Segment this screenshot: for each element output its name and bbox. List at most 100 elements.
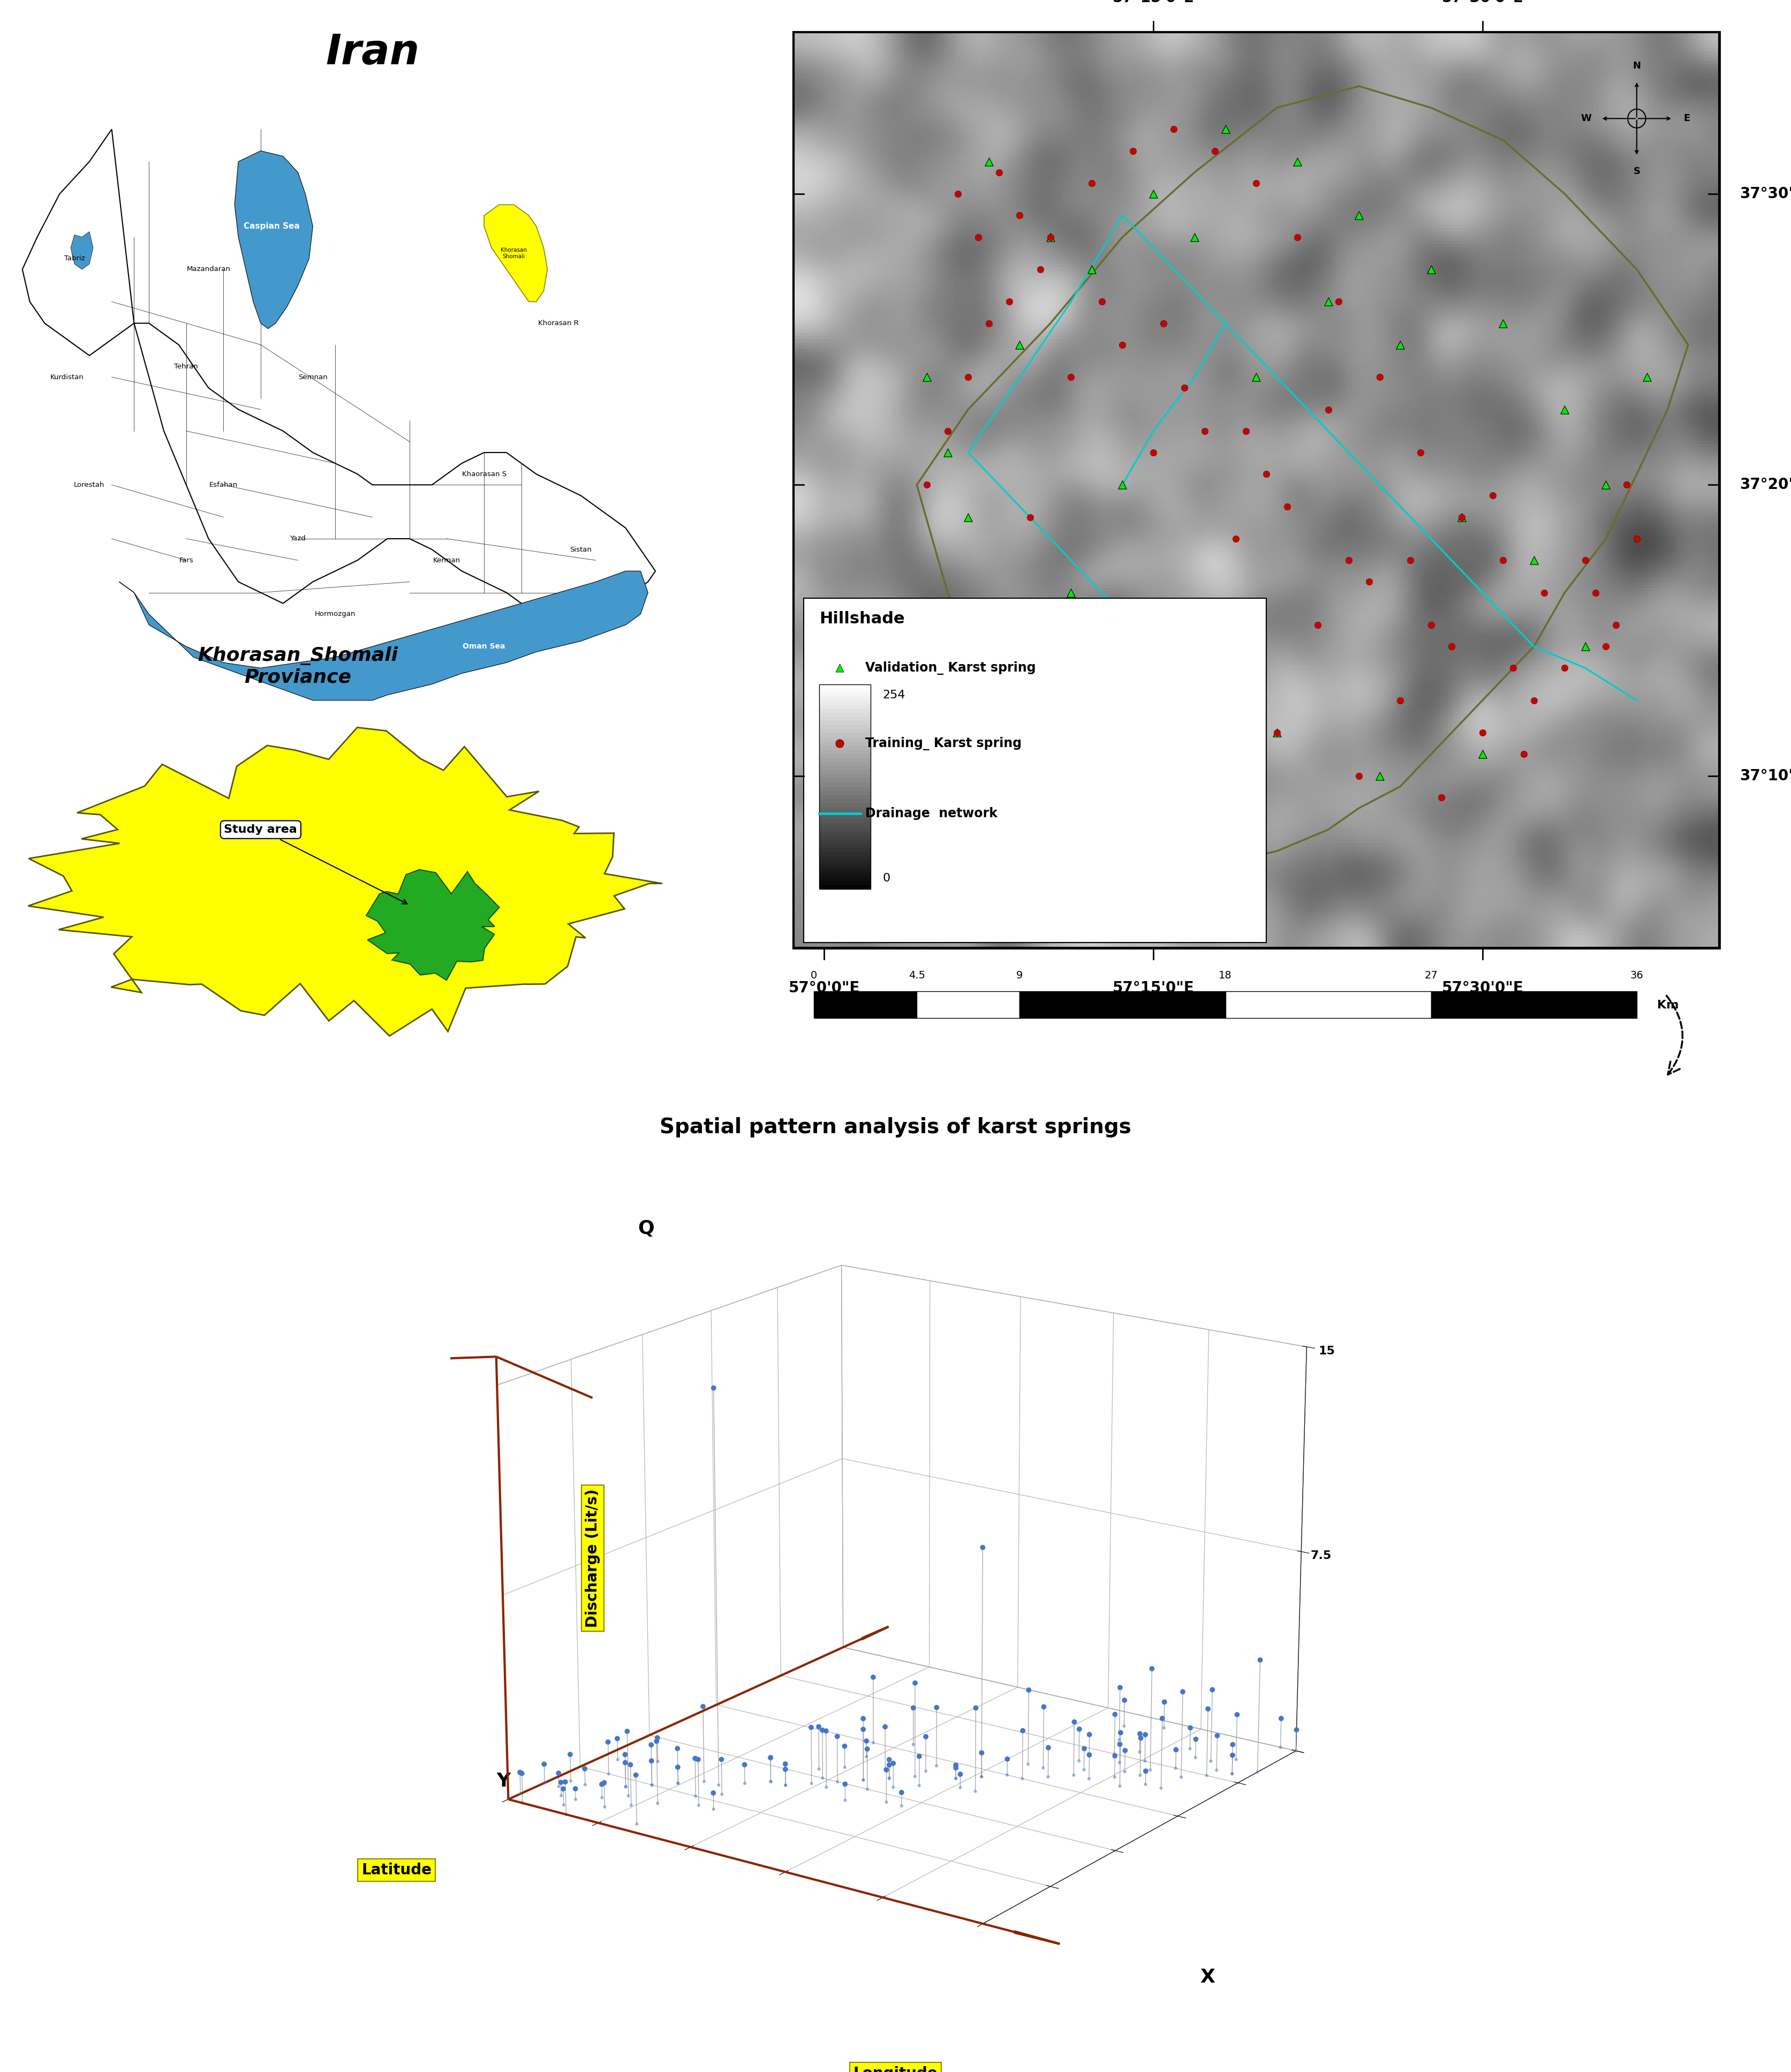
Polygon shape: [21, 128, 656, 613]
Point: [1530, 576, 1558, 609]
Point: [1478, 479, 1506, 512]
Text: Km: Km: [1657, 1001, 1678, 1011]
Text: Caspian Sea: Caspian Sea: [244, 222, 299, 230]
Text: Sistan: Sistan: [570, 547, 591, 553]
Bar: [818, 868, 870, 872]
Point: [1037, 220, 1066, 253]
Bar: [818, 754, 870, 758]
Bar: [818, 742, 870, 746]
Text: Fars: Fars: [179, 557, 193, 564]
Point: [1139, 717, 1168, 750]
Point: [1118, 135, 1146, 168]
Polygon shape: [484, 205, 548, 303]
Point: [1469, 738, 1497, 771]
Bar: [818, 800, 870, 804]
Bar: [818, 750, 870, 754]
Point: [933, 414, 962, 448]
Bar: [818, 804, 870, 806]
Point: [1037, 220, 1066, 253]
Text: Latitude: Latitude: [362, 1863, 432, 1877]
Bar: [818, 783, 870, 787]
Text: 0: 0: [811, 970, 817, 980]
Point: [913, 468, 942, 501]
Point: [1406, 435, 1435, 468]
Point: [1232, 414, 1261, 448]
Point: [1601, 609, 1630, 642]
Bar: [804, 599, 1266, 943]
Bar: [818, 771, 870, 775]
Point: [944, 178, 973, 211]
Text: Persian Gulf: Persian Gulf: [235, 642, 287, 651]
Bar: [818, 713, 870, 717]
Text: Iran: Iran: [326, 33, 419, 73]
Point: [826, 651, 854, 684]
Point: [1551, 394, 1580, 427]
Point: [1386, 684, 1415, 717]
Point: [1488, 543, 1517, 576]
Bar: [818, 688, 870, 692]
Text: 57°15'0"E: 57°15'0"E: [1112, 980, 1195, 995]
Bar: [818, 787, 870, 792]
Bar: [818, 823, 870, 827]
Bar: [818, 792, 870, 796]
Point: [913, 361, 942, 394]
Point: [1581, 576, 1610, 609]
Point: [1221, 522, 1250, 555]
Point: [1282, 220, 1311, 253]
Point: [1519, 543, 1547, 576]
Point: [1592, 630, 1621, 663]
Point: [1345, 199, 1374, 232]
Bar: [818, 775, 870, 779]
Bar: [818, 885, 870, 889]
Point: [1397, 543, 1426, 576]
Text: Spatial pattern analysis of karst springs: Spatial pattern analysis of karst spring…: [659, 1117, 1132, 1138]
Text: Study area: Study area: [224, 825, 407, 903]
Bar: [818, 738, 870, 742]
Point: [1436, 630, 1465, 663]
Text: Mazandaran: Mazandaran: [186, 265, 231, 274]
Text: Esfahan: Esfahan: [210, 481, 238, 489]
Bar: [818, 746, 870, 750]
Bar: [818, 729, 870, 733]
Text: 37°30'0"N: 37°30'0"N: [1739, 186, 1791, 201]
Point: [1005, 327, 1033, 361]
Text: 4.5: 4.5: [908, 970, 926, 980]
Bar: [813, 990, 917, 1017]
Bar: [818, 684, 870, 688]
Bar: [818, 864, 870, 868]
Point: [1273, 489, 1302, 522]
Point: [1087, 286, 1116, 319]
Bar: [818, 852, 870, 856]
Point: [1612, 468, 1641, 501]
Text: Lorestah: Lorestah: [73, 481, 104, 489]
Point: [1098, 586, 1127, 620]
Bar: [818, 872, 870, 876]
Point: [1282, 145, 1311, 178]
Point: [1078, 166, 1107, 199]
Bar: [818, 843, 870, 847]
Text: 36: 36: [1630, 970, 1644, 980]
Point: [1315, 286, 1343, 319]
Point: [1315, 394, 1343, 427]
Point: [1469, 717, 1497, 750]
Point: [985, 155, 1014, 189]
Bar: [818, 758, 870, 762]
Point: [1519, 684, 1547, 717]
Point: [1345, 758, 1374, 792]
Text: Khorasan R: Khorasan R: [539, 319, 578, 327]
Point: [1159, 112, 1187, 145]
Bar: [818, 779, 870, 783]
Point: [964, 220, 992, 253]
Bar: [818, 704, 870, 709]
Bar: [818, 725, 870, 729]
Bar: [818, 827, 870, 831]
Point: [1005, 199, 1033, 232]
Point: [1057, 576, 1085, 609]
Bar: [818, 696, 870, 700]
Text: W: W: [1581, 114, 1592, 124]
Point: [1365, 758, 1393, 792]
Text: S: S: [1633, 166, 1641, 176]
Text: Yazd: Yazd: [290, 535, 306, 543]
Bar: [1225, 990, 1431, 1017]
Text: Longitude: Longitude: [853, 2066, 938, 2072]
